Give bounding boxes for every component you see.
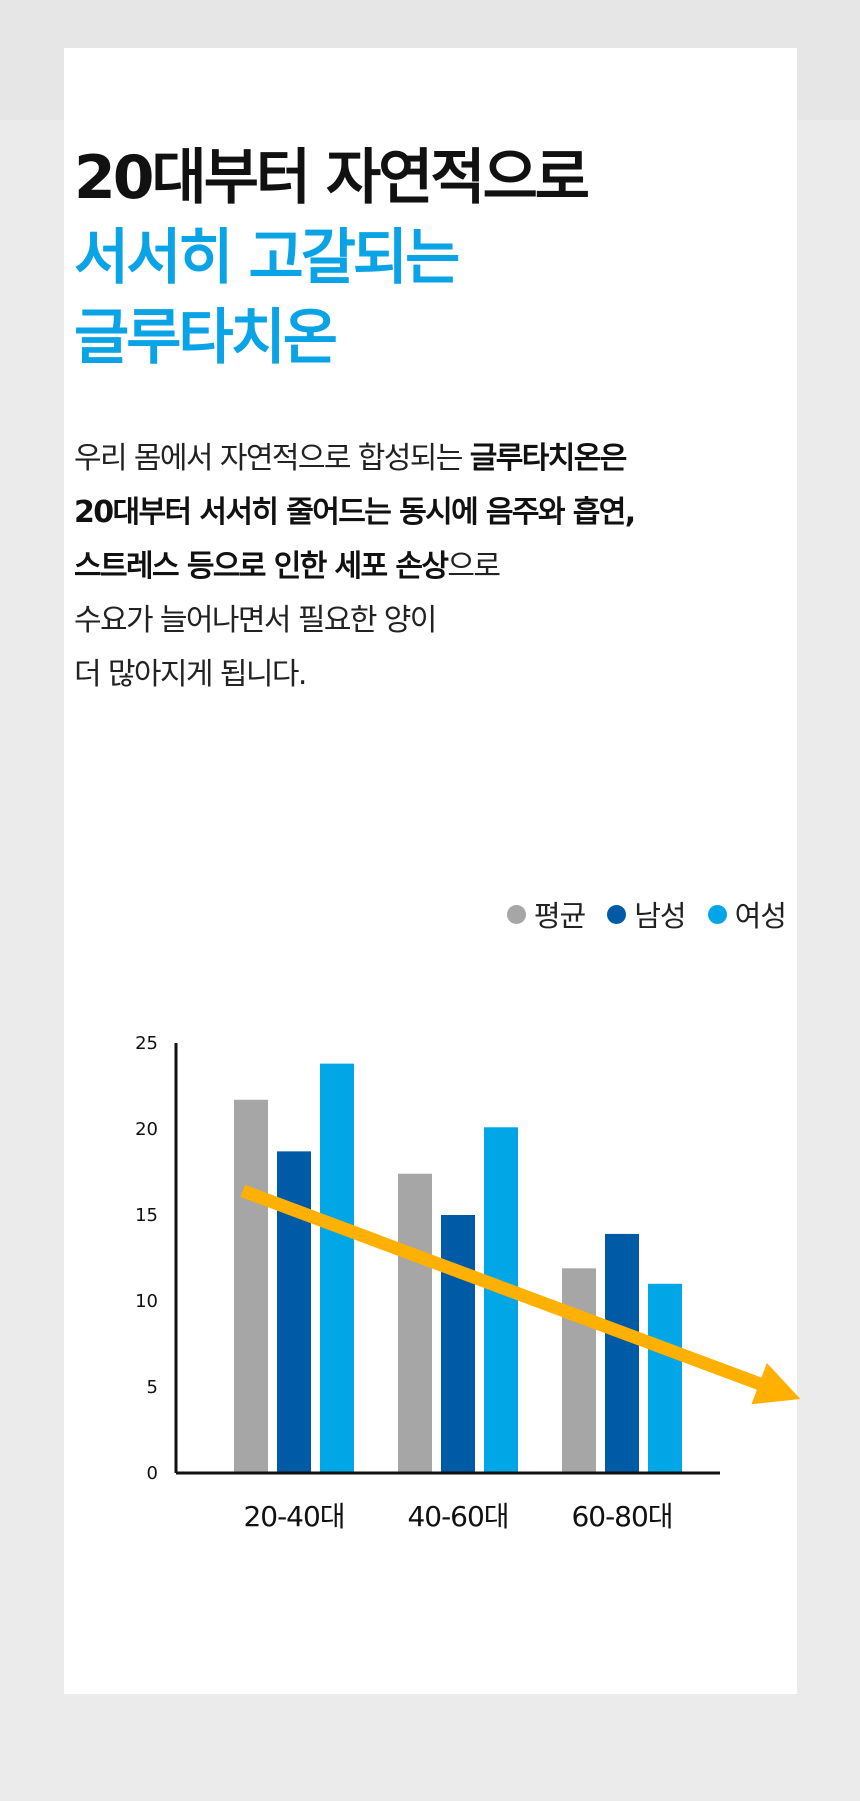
legend-item-male: 남성: [607, 893, 687, 935]
legend-item-average: 평균: [506, 893, 586, 935]
bars-group: [234, 1063, 682, 1473]
headline-line-2: 서서히 고갈되는: [74, 223, 460, 293]
x-category-label: 40-60대: [407, 1500, 508, 1533]
trend-arrow-head: [751, 1363, 801, 1405]
body-line-1-bold: 글루타치온은: [469, 441, 628, 476]
y-tick-label: 10: [135, 1291, 158, 1312]
legend-label-average: 평균: [533, 899, 586, 933]
bar-평균-40-60대: [398, 1173, 432, 1473]
body-line-2-bold: 20대부터 서서히 줄어드는 동시에 음주와 흡연,: [74, 495, 636, 530]
body-line-1: 우리 몸에서 자연적으로 합성되는 글루타치온은: [74, 432, 714, 486]
body-line-3: 스트레스 등으로 인한 세포 손상으로: [74, 540, 714, 594]
bar-여성-20-40대: [320, 1063, 354, 1473]
body-paragraph: 우리 몸에서 자연적으로 합성되는 글루타치온은 20대부터 서서히 줄어드는 …: [74, 432, 714, 702]
headline: 20대부터 자연적으로 서서히 고갈되는 글루타치온: [74, 138, 590, 378]
x-category-label: 20-40대: [243, 1500, 344, 1533]
body-line-3-plain: 으로: [447, 549, 501, 584]
body-line-3-bold: 스트레스 등으로 인한 세포 손상: [74, 549, 449, 584]
headline-line-3: 글루타치온: [74, 303, 338, 373]
x-category-label: 60-80대: [571, 1500, 672, 1533]
legend-item-female: 여성: [707, 893, 787, 935]
body-line-2: 20대부터 서서히 줄어드는 동시에 음주와 흡연,: [74, 486, 714, 540]
y-ticks-group: 0 5 10 15 20 25: [135, 1033, 158, 1484]
legend-dot-male: [607, 904, 627, 924]
bar-여성-40-60대: [484, 1127, 518, 1473]
legend-label-male: 남성: [634, 899, 686, 933]
y-tick-label: 25: [135, 1033, 158, 1054]
body-line-4: 수요가 늘어나면서 필요한 양이: [74, 603, 437, 638]
y-tick-label: 0: [147, 1463, 158, 1484]
y-tick-label: 15: [135, 1205, 158, 1226]
trend-arrow-group: [240, 1184, 801, 1405]
trend-arrow-shaft: [240, 1184, 766, 1392]
bar-여성-60-80대: [648, 1283, 682, 1473]
legend-label-female: 여성: [734, 899, 787, 933]
bar-평균-60-80대: [562, 1268, 596, 1473]
body-line-1-plain: 우리 몸에서 자연적으로 합성되는: [74, 441, 470, 476]
y-tick-label: 20: [135, 1119, 158, 1140]
y-tick-label: 5: [147, 1377, 158, 1398]
bar-남성-60-80대: [605, 1233, 639, 1473]
legend-dot-average: [506, 904, 526, 924]
body-line-5: 더 많아지게 됩니다.: [74, 657, 307, 692]
legend-dot-female: [707, 904, 727, 924]
x-labels-group: 20-40대 40-60대 60-80대: [243, 1500, 673, 1533]
headline-line-1: 20대부터 자연적으로: [74, 143, 590, 213]
chart-legend: 평균 남성 여성: [506, 893, 787, 935]
bar-평균-20-40대: [234, 1099, 268, 1473]
bar-남성-40-60대: [441, 1215, 475, 1473]
